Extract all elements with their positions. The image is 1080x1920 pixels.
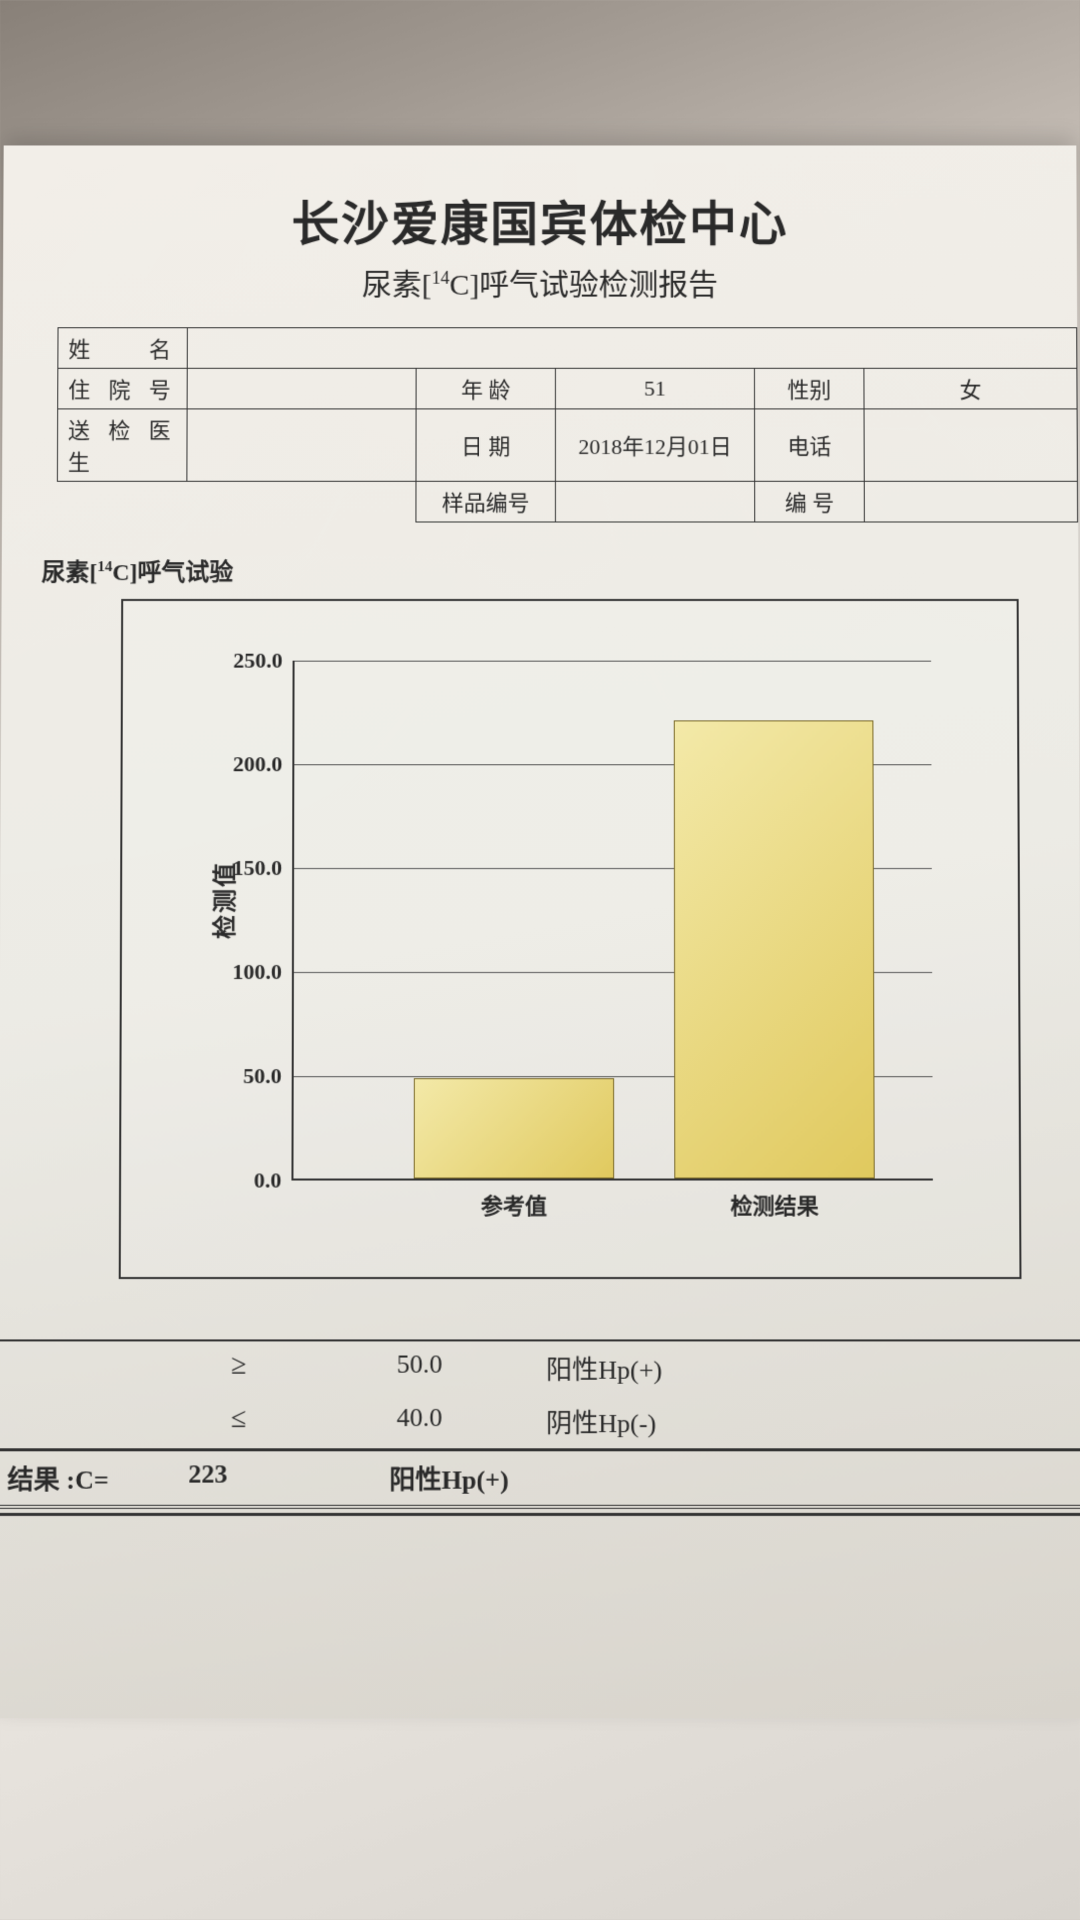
- patient-info-table: 姓 名 住院号 年 龄 51 性别 女 送检医生 日 期 2018年12月01日…: [57, 327, 1078, 522]
- y-tick-label: 250.0: [233, 648, 282, 674]
- hosp-value: [187, 368, 416, 409]
- section-label-post: C]呼气试验: [112, 560, 233, 586]
- doctor-label: 送检医生: [57, 409, 187, 481]
- y-tick-label: 150.0: [233, 855, 283, 881]
- sub-title-sup: 14: [432, 268, 450, 288]
- section-label-sup: 14: [97, 559, 112, 575]
- final-text: 阳性Hp(+): [379, 1457, 881, 1498]
- section-label-pre: 尿素[: [41, 560, 97, 586]
- bottom-rule: [0, 1513, 1080, 1516]
- phone-value: [864, 409, 1077, 481]
- ge-text: 阳性Hp(+): [540, 1347, 942, 1388]
- sample-value: [555, 481, 754, 522]
- age-value: 51: [555, 368, 754, 409]
- sub-title: 尿素[14C]呼气试验检测报告: [3, 260, 1077, 303]
- plot-area: 0.050.0100.0150.0200.0250.0参考值检测结果: [291, 661, 932, 1181]
- name-label: 姓 名: [58, 328, 187, 369]
- date-label: 日 期: [416, 409, 555, 481]
- main-title: 长沙爱康国宾体检中心: [3, 185, 1077, 254]
- doctor-value: [187, 409, 416, 481]
- sub-title-post: C]呼气试验检测报告: [449, 269, 718, 302]
- age-label: 年 龄: [416, 368, 555, 409]
- date-value: 2018年12月01日: [555, 409, 754, 481]
- result-row-final: 结果 :C= 223 阳性Hp(+): [0, 1449, 1080, 1509]
- y-tick-label: 50.0: [243, 1063, 282, 1089]
- chart-bar: [414, 1078, 614, 1178]
- le-value: 40.0: [299, 1401, 540, 1442]
- code-value: [864, 481, 1077, 522]
- result-block: ≥ 50.0 阳性Hp(+) ≤ 40.0 阴性Hp(-) 结果 :C= 223…: [0, 1339, 1080, 1516]
- y-tick-label: 0.0: [254, 1167, 282, 1193]
- code-label: 编 号: [755, 481, 865, 522]
- le-text: 阴性Hp(-): [540, 1401, 942, 1442]
- name-value: [187, 328, 1077, 369]
- x-tick-label: 检测结果: [730, 1189, 818, 1221]
- sex-label: 性别: [754, 368, 864, 409]
- chart-frame: 检测值 0.050.0100.0150.0200.0250.0参考值检测结果: [119, 599, 1022, 1279]
- sample-label: 样品编号: [416, 481, 556, 522]
- hosp-label: 住院号: [58, 368, 188, 409]
- final-value: 223: [178, 1457, 379, 1498]
- sub-title-pre: 尿素[: [362, 269, 432, 302]
- section-label: 尿素[14C]呼气试验: [41, 552, 1078, 587]
- ge-value: 50.0: [299, 1347, 540, 1388]
- phone-label: 电话: [755, 409, 865, 481]
- y-tick-label: 200.0: [233, 751, 282, 777]
- x-tick-label: 参考值: [481, 1189, 547, 1221]
- report-paper: 长沙爱康国宾体检中心 尿素[14C]呼气试验检测报告 姓 名 住院号 年 龄 5…: [0, 145, 1080, 1718]
- result-row-negative-ref: ≤ 40.0 阴性Hp(-): [0, 1395, 1080, 1449]
- chart-bar: [674, 721, 875, 1179]
- y-tick-label: 100.0: [232, 959, 282, 985]
- result-row-positive-ref: ≥ 50.0 阳性Hp(+): [0, 1341, 1080, 1394]
- le-symbol: ≤: [178, 1401, 299, 1442]
- title-block: 长沙爱康国宾体检中心 尿素[14C]呼气试验检测报告: [3, 185, 1077, 304]
- ge-symbol: ≥: [179, 1347, 300, 1388]
- gridline: [295, 661, 932, 662]
- sex-value: 女: [864, 368, 1077, 409]
- final-label: 结果 :C=: [0, 1457, 178, 1498]
